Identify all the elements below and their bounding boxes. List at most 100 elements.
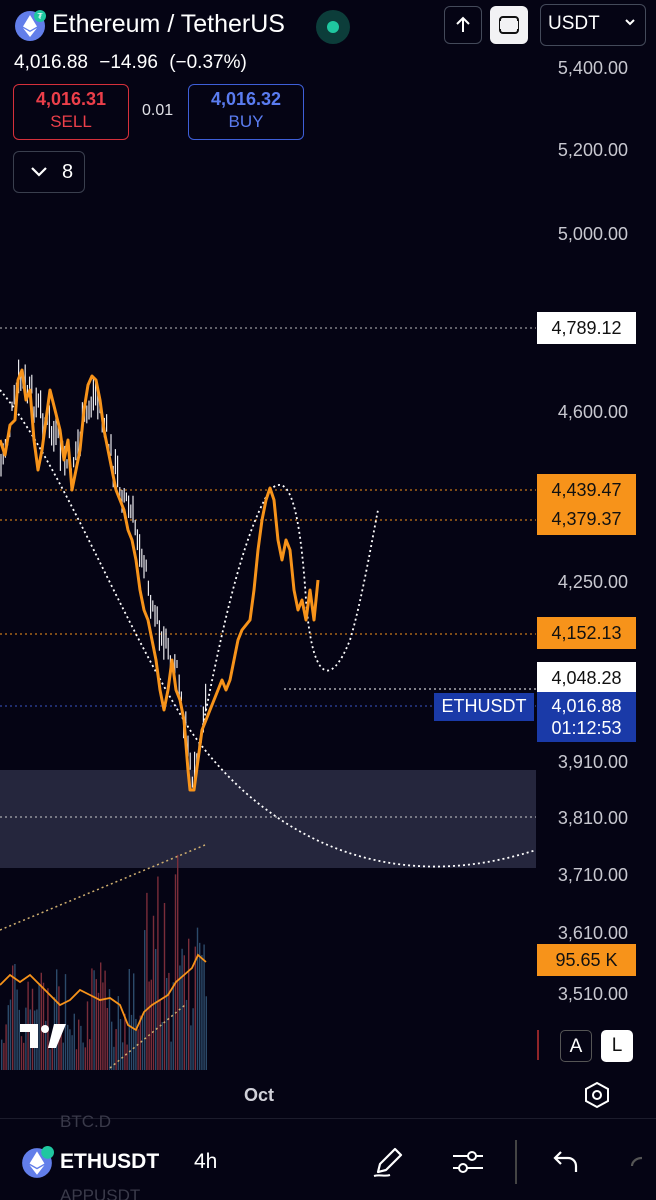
projection-curve-wave xyxy=(199,484,379,741)
volume-bar xyxy=(111,1021,113,1070)
log-scale-button[interactable]: L xyxy=(601,1030,633,1062)
volume-bar xyxy=(3,1042,5,1070)
volume-bar xyxy=(190,1025,192,1070)
volume-bar xyxy=(177,854,179,1070)
volume-bar xyxy=(16,989,18,1070)
axis-tick: 5,000.00 xyxy=(557,224,628,244)
sell-label: SELL xyxy=(50,112,92,131)
volume-bar xyxy=(170,1041,172,1070)
volume-bar xyxy=(137,1029,139,1070)
spread-value: 0.01 xyxy=(142,102,174,119)
volume-bar xyxy=(139,1015,141,1070)
price-tag-level-1[interactable]: 4,439.47 xyxy=(537,474,636,506)
volume-bar xyxy=(93,970,95,1070)
volume-bar xyxy=(1,1039,3,1070)
tradingview-logo-icon xyxy=(20,1024,66,1048)
volume-bar xyxy=(64,974,67,1070)
volume-bar xyxy=(144,930,146,1070)
bottom-toolbar xyxy=(0,1118,656,1200)
arrow-up-icon xyxy=(456,16,470,32)
undo-icon[interactable] xyxy=(546,1144,582,1180)
axis-tick: 5,400.00 xyxy=(557,58,628,78)
symbol-title[interactable]: Ethereum / TetherUS xyxy=(52,10,285,38)
auto-scale-button[interactable]: A xyxy=(560,1030,592,1062)
axis-tick: 5,200.00 xyxy=(557,140,628,160)
volume-bar xyxy=(12,965,14,1070)
axis-tick: 4,600.00 xyxy=(557,402,628,422)
volume-bar xyxy=(152,915,155,1070)
volume-bar xyxy=(113,1046,115,1070)
current-price-tag[interactable]: 4,016.88 01:12:53 xyxy=(537,692,636,742)
axis-tick: 4,250.00 xyxy=(557,572,628,592)
volume-bar xyxy=(203,944,205,1070)
sliders-icon[interactable] xyxy=(450,1144,486,1180)
price-summary: 4,016.88 −14.96 (−0.37%) xyxy=(14,52,253,74)
sell-price: 4,016.31 xyxy=(35,89,107,109)
buy-price: 4,016.32 xyxy=(210,89,282,109)
pen-icon[interactable] xyxy=(370,1144,406,1180)
bar-countdown: 01:12:53 xyxy=(551,718,622,738)
price-tag-level-4[interactable]: 4,048.28 xyxy=(537,662,636,694)
bottom-symbol-button[interactable]: ETHUSDT xyxy=(60,1150,160,1173)
volume-bar xyxy=(188,938,190,1070)
volume-trend-line xyxy=(0,844,206,931)
volume-bar xyxy=(128,968,130,1070)
interval-button[interactable]: 4h xyxy=(194,1150,218,1173)
settings-hex-icon[interactable] xyxy=(582,1080,612,1110)
ticker-tag: ETHUSDT xyxy=(434,693,534,721)
volume-bar xyxy=(104,970,106,1070)
volume-bar xyxy=(89,1039,91,1070)
price-tag-high[interactable]: 4,789.12 xyxy=(537,312,636,344)
volume-bar xyxy=(159,999,161,1070)
ghost-symbol-below: APPUSDT xyxy=(60,1186,141,1200)
volume-bar xyxy=(192,1008,194,1070)
sell-button[interactable]: 4,016.31 SELL xyxy=(13,84,129,140)
volume-bar xyxy=(199,942,201,1070)
arrow-up-button[interactable] xyxy=(444,6,482,44)
price-change-pct: (−0.37%) xyxy=(169,52,247,73)
price-change: −14.96 xyxy=(99,52,158,73)
volume-bar xyxy=(196,927,199,1070)
volume-bar xyxy=(130,1014,133,1070)
buy-button[interactable]: 4,016.32 BUY xyxy=(188,84,304,140)
axis-tick: 3,510.00 xyxy=(557,984,628,1004)
volume-bar xyxy=(86,1001,89,1070)
volume-bar xyxy=(38,983,40,1070)
fullscreen-button[interactable] xyxy=(490,6,528,44)
axis-tick: 3,710.00 xyxy=(557,865,628,885)
volume-bar xyxy=(14,963,16,1070)
volume-bar xyxy=(67,1024,69,1070)
volume-bar xyxy=(49,1049,51,1070)
volume-bar xyxy=(181,948,183,1070)
chevron-down-icon xyxy=(625,19,635,26)
volume-bar xyxy=(119,1019,122,1070)
indicators-toggle-button[interactable]: 8 xyxy=(13,151,85,193)
volume-bar xyxy=(5,1024,7,1070)
axis-tick: 3,810.00 xyxy=(557,808,628,828)
ghost-symbol-above: BTC.D xyxy=(60,1112,111,1131)
price-tag-level-3[interactable]: 4,152.13 xyxy=(537,617,636,649)
volume-bar xyxy=(135,1018,137,1070)
volume-bar xyxy=(45,1020,47,1070)
volume-bar xyxy=(40,972,42,1070)
volume-bar xyxy=(148,981,150,1070)
current-price: 4,016.88 xyxy=(551,696,622,716)
last-price: 4,016.88 xyxy=(14,52,88,73)
volume-bar xyxy=(80,1025,82,1070)
buy-label: BUY xyxy=(228,112,264,131)
volume-bar xyxy=(20,1036,23,1070)
volume-bar xyxy=(62,1042,64,1070)
volume-bar xyxy=(179,965,181,1070)
volume-bar xyxy=(205,996,207,1070)
axis-tick: 3,910.00 xyxy=(557,752,628,772)
currency-select[interactable]: USDT xyxy=(540,4,646,46)
redo-icon[interactable] xyxy=(628,1144,656,1180)
volume-bar xyxy=(102,982,104,1070)
volume-bar xyxy=(126,1044,128,1070)
volume-bar xyxy=(168,972,170,1070)
volume-bar xyxy=(73,1013,75,1070)
price-tag-level-2[interactable]: 4,379.37 xyxy=(537,503,636,535)
orange-price-line xyxy=(0,368,320,792)
volume-bar xyxy=(106,1007,108,1070)
